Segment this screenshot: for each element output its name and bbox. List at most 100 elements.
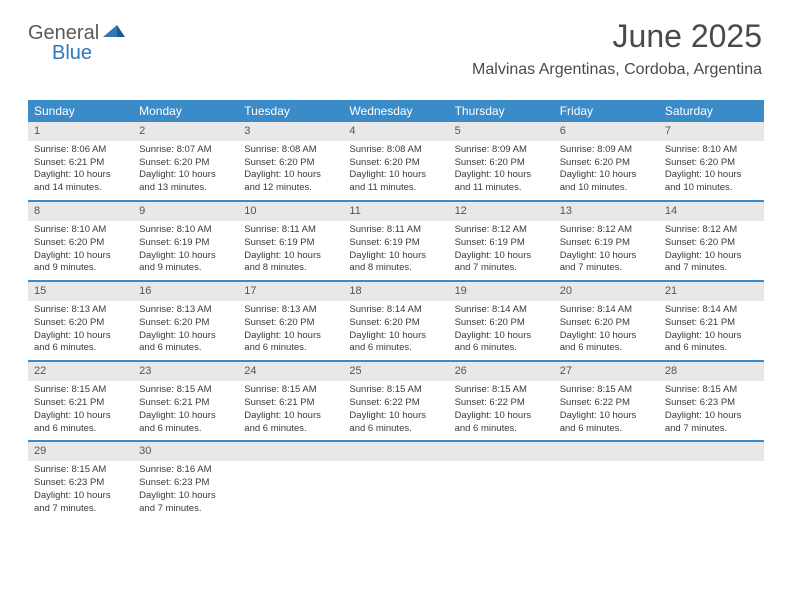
day-number: 1: [28, 122, 133, 141]
sunrise-text: Sunrise: 8:15 AM: [139, 384, 232, 397]
sunrise-text: Sunrise: 8:12 AM: [665, 224, 758, 237]
daylight-text: Daylight: 10 hours and 14 minutes.: [34, 169, 127, 195]
daylight-text: Daylight: 10 hours and 6 minutes.: [34, 330, 127, 356]
sunset-text: Sunset: 6:19 PM: [349, 237, 442, 250]
day-number: 17: [238, 282, 343, 301]
calendar-week-row: 15 Sunrise: 8:13 AMSunset: 6:20 PMDayligh…: [28, 282, 764, 362]
sunrise-text: Sunrise: 8:08 AM: [244, 144, 337, 157]
sunrise-text: Sunrise: 8:10 AM: [139, 224, 232, 237]
day-content: Sunrise: 8:10 AMSunset: 6:20 PMDaylight:…: [659, 141, 764, 200]
sunrise-text: Sunrise: 8:13 AM: [139, 304, 232, 317]
sunset-text: Sunset: 6:19 PM: [139, 237, 232, 250]
daylight-text: Daylight: 10 hours and 6 minutes.: [665, 330, 758, 356]
calendar-week-row: 29Sunrise: 8:15 AMSunset: 6:23 PMDayligh…: [28, 442, 764, 520]
day-content: Sunrise: 8:09 AMSunset: 6:20 PMDaylight:…: [554, 141, 659, 200]
daylight-text: Daylight: 10 hours and 6 minutes.: [560, 330, 653, 356]
sunset-text: Sunset: 6:20 PM: [665, 157, 758, 170]
day-number: [659, 442, 764, 461]
daylight-text: Daylight: 10 hours and 6 minutes.: [244, 410, 337, 436]
calendar-day: 8Sunrise: 8:10 AMSunset: 6:20 PMDaylight…: [28, 202, 133, 280]
sunrise-text: Sunrise: 8:06 AM: [34, 144, 127, 157]
day-number: 15: [28, 282, 133, 301]
weekday-header: Thursday: [449, 100, 554, 122]
sunset-text: Sunset: 6:20 PM: [349, 157, 442, 170]
day-number: [343, 442, 448, 461]
day-content: Sunrise: 8:11 AMSunset: 6:19 PMDaylight:…: [238, 221, 343, 280]
calendar-day: 15Sunrise: 8:13 AMSunset: 6:20 PMDayligh…: [28, 282, 133, 360]
day-content: [449, 461, 554, 519]
sunrise-text: Sunrise: 8:14 AM: [455, 304, 548, 317]
sunrise-text: Sunrise: 8:09 AM: [455, 144, 548, 157]
calendar-day: 9Sunrise: 8:10 AMSunset: 6:19 PMDaylight…: [133, 202, 238, 280]
day-number: 5: [449, 122, 554, 141]
sunset-text: Sunset: 6:21 PM: [244, 397, 337, 410]
sunset-text: Sunset: 6:21 PM: [34, 397, 127, 410]
day-number: 25: [343, 362, 448, 381]
day-content: Sunrise: 8:10 AMSunset: 6:20 PMDaylight:…: [28, 221, 133, 280]
day-content: Sunrise: 8:13 AMSunset: 6:20 PMDaylight:…: [238, 301, 343, 360]
sunrise-text: Sunrise: 8:14 AM: [349, 304, 442, 317]
day-content: Sunrise: 8:15 AMSunset: 6:22 PMDaylight:…: [449, 381, 554, 440]
day-number: 7: [659, 122, 764, 141]
calendar-day: 11Sunrise: 8:11 AMSunset: 6:19 PMDayligh…: [343, 202, 448, 280]
sunrise-text: Sunrise: 8:15 AM: [665, 384, 758, 397]
sunrise-text: Sunrise: 8:11 AM: [244, 224, 337, 237]
day-number: [238, 442, 343, 461]
sunset-text: Sunset: 6:21 PM: [34, 157, 127, 170]
day-content: Sunrise: 8:15 AMSunset: 6:23 PMDaylight:…: [28, 461, 133, 520]
sunrise-text: Sunrise: 8:12 AM: [560, 224, 653, 237]
day-number: 14: [659, 202, 764, 221]
weekday-header-row: SundayMondayTuesdayWednesdayThursdayFrid…: [28, 100, 764, 122]
day-number: 16: [133, 282, 238, 301]
daylight-text: Daylight: 10 hours and 6 minutes.: [455, 330, 548, 356]
calendar-day: 16Sunrise: 8:13 AMSunset: 6:20 PMDayligh…: [133, 282, 238, 360]
calendar-day: 27Sunrise: 8:15 AMSunset: 6:22 PMDayligh…: [554, 362, 659, 440]
sunset-text: Sunset: 6:23 PM: [34, 477, 127, 490]
day-number: [554, 442, 659, 461]
sunrise-text: Sunrise: 8:13 AM: [244, 304, 337, 317]
daylight-text: Daylight: 10 hours and 12 minutes.: [244, 169, 337, 195]
day-content: Sunrise: 8:12 AMSunset: 6:19 PMDaylight:…: [554, 221, 659, 280]
day-content: Sunrise: 8:15 AMSunset: 6:22 PMDaylight:…: [343, 381, 448, 440]
day-content: [659, 461, 764, 519]
sunrise-text: Sunrise: 8:12 AM: [455, 224, 548, 237]
sunset-text: Sunset: 6:22 PM: [349, 397, 442, 410]
daylight-text: Daylight: 10 hours and 6 minutes.: [455, 410, 548, 436]
sunrise-text: Sunrise: 8:15 AM: [34, 464, 127, 477]
day-number: 3: [238, 122, 343, 141]
sunrise-text: Sunrise: 8:11 AM: [349, 224, 442, 237]
sunrise-text: Sunrise: 8:10 AM: [665, 144, 758, 157]
calendar-day: 3Sunrise: 8:08 AMSunset: 6:20 PMDaylight…: [238, 122, 343, 200]
day-number: 13: [554, 202, 659, 221]
daylight-text: Daylight: 10 hours and 6 minutes.: [560, 410, 653, 436]
sunset-text: Sunset: 6:19 PM: [560, 237, 653, 250]
day-number: 11: [343, 202, 448, 221]
daylight-text: Daylight: 10 hours and 8 minutes.: [244, 250, 337, 276]
day-content: Sunrise: 8:15 AMSunset: 6:22 PMDaylight:…: [554, 381, 659, 440]
calendar: SundayMondayTuesdayWednesdayThursdayFrid…: [28, 100, 764, 520]
daylight-text: Daylight: 10 hours and 7 minutes.: [665, 250, 758, 276]
calendar-day: 18Sunrise: 8:14 AMSunset: 6:20 PMDayligh…: [343, 282, 448, 360]
calendar-day: 21Sunrise: 8:14 AMSunset: 6:21 PMDayligh…: [659, 282, 764, 360]
day-number: 21: [659, 282, 764, 301]
daylight-text: Daylight: 10 hours and 7 minutes.: [139, 490, 232, 516]
day-number: 10: [238, 202, 343, 221]
calendar-day: 12Sunrise: 8:12 AMSunset: 6:19 PMDayligh…: [449, 202, 554, 280]
daylight-text: Daylight: 10 hours and 9 minutes.: [34, 250, 127, 276]
day-content: Sunrise: 8:08 AMSunset: 6:20 PMDaylight:…: [343, 141, 448, 200]
sunset-text: Sunset: 6:20 PM: [34, 237, 127, 250]
sunrise-text: Sunrise: 8:13 AM: [34, 304, 127, 317]
calendar-week-row: 8Sunrise: 8:10 AMSunset: 6:20 PMDaylight…: [28, 202, 764, 282]
daylight-text: Daylight: 10 hours and 10 minutes.: [665, 169, 758, 195]
day-number: 18: [343, 282, 448, 301]
calendar-day: 25Sunrise: 8:15 AMSunset: 6:22 PMDayligh…: [343, 362, 448, 440]
weekday-header: Monday: [133, 100, 238, 122]
weekday-header: Saturday: [659, 100, 764, 122]
calendar-day: [554, 442, 659, 520]
day-number: 27: [554, 362, 659, 381]
sunset-text: Sunset: 6:21 PM: [139, 397, 232, 410]
calendar-day: 29Sunrise: 8:15 AMSunset: 6:23 PMDayligh…: [28, 442, 133, 520]
calendar-day: 28Sunrise: 8:15 AMSunset: 6:23 PMDayligh…: [659, 362, 764, 440]
day-number: 20: [554, 282, 659, 301]
calendar-day: [238, 442, 343, 520]
